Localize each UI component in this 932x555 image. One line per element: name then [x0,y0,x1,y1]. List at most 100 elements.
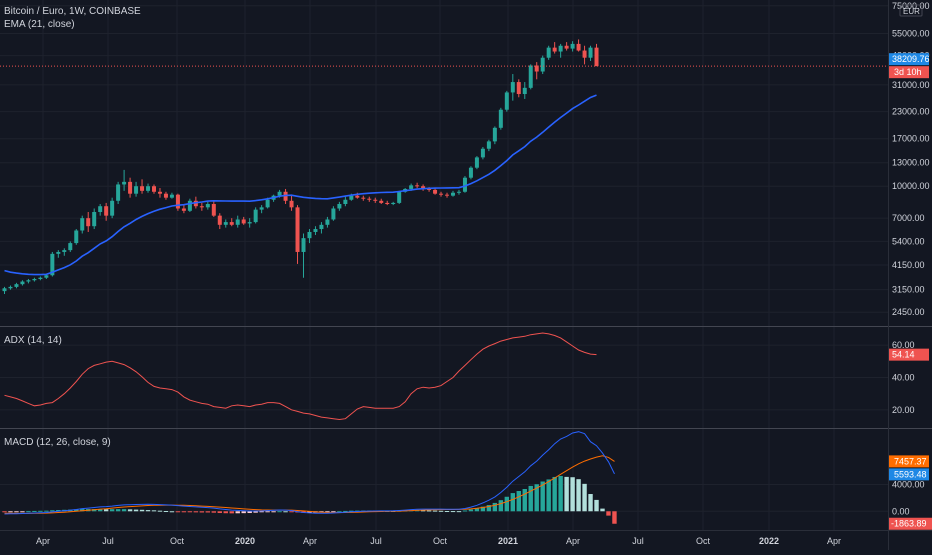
candle-body [146,186,151,191]
macd-histogram-bar [462,510,468,512]
adx-indicator-label[interactable]: ADX (14, 14) [4,335,62,346]
time-axis-label: 2022 [759,536,779,546]
time-axis-label: Apr [303,536,317,546]
candle-body [427,188,432,190]
macd-histogram-bar [468,509,474,512]
grid-lines [0,0,888,530]
candle-body [516,82,521,95]
macd-histogram-bar [349,510,354,512]
macd-histogram-bar [169,511,175,513]
macd-histogram-bar [151,510,157,512]
symbol-title[interactable]: Bitcoin / Euro, 1W, COINBASE [4,6,141,17]
price-scale-label: 55000.00 [892,29,930,39]
candle-body [92,211,97,227]
macd-histogram-bar [175,511,181,513]
candle-body [163,193,168,198]
price-scale-label: 23000.00 [892,107,930,117]
time-axis-label: Oct [433,536,448,546]
ema-indicator-label[interactable]: EMA (21, close) [4,19,75,30]
macd-histogram [2,475,617,524]
macd-histogram-bar [582,483,587,512]
candle-body [492,127,497,142]
candle-body [367,198,372,200]
time-axis-label: 2021 [498,536,518,546]
candle-body [582,50,587,58]
candle-body [253,209,258,223]
time-axis-label: Jul [370,536,382,546]
price-scale-label: 17000.00 [892,134,930,144]
macd-histogram-bar [181,511,187,513]
macd-histogram-bar [510,493,515,512]
candle-body [283,191,288,201]
candle-body [343,199,348,205]
macd-histogram-bar [343,510,348,512]
macd-hist-tag: -1863.89 [891,519,927,529]
time-axis-label: Apr [36,536,50,546]
candle-body [8,286,13,289]
candle-body [259,207,264,210]
candle-body [355,195,360,198]
candle-body [187,200,192,211]
macd-histogram-bar [50,510,55,512]
candle-body [462,177,467,192]
macd-histogram-bar [325,511,330,513]
candle-body [86,218,91,227]
macd-histogram-bar [516,491,521,512]
macd-histogram-bar [570,477,575,512]
candle-body [229,222,234,225]
candle-body [546,47,551,58]
price-scale-label: 75000.00 [892,1,930,11]
candle-body [152,186,156,192]
candle-body [14,284,19,287]
macd-indicator-label[interactable]: MACD (12, 26, close, 9) [4,437,111,448]
countdown-tag-bg [889,66,929,79]
macd-scale-label: 4000.00 [892,480,925,490]
macd-histogram-bar [2,511,7,513]
macd-hist-tag-bg [889,517,932,530]
candle-body [301,238,306,252]
macd-histogram-bar [115,509,121,512]
macd-histogram-bar [187,511,193,513]
macd-histogram-bar [229,511,234,514]
macd-histogram-bar [145,510,151,512]
macd-histogram-bar [56,510,61,512]
macd-line [4,431,615,515]
candle-body [277,191,282,196]
macd-histogram-bar [432,510,438,512]
adx-value-tag: 54.14 [892,350,915,360]
candle-body [391,202,396,205]
macd-histogram-bar [241,511,246,514]
candle-body [62,250,67,252]
macd-histogram-bar [235,511,240,514]
candle-body [361,197,366,199]
candle-body [397,191,402,203]
macd-histogram-bar [277,511,282,513]
candle-body [44,275,49,278]
macd-histogram-bar [588,494,593,512]
macd-histogram-bar [103,509,109,512]
candle-body [409,185,414,189]
candle-body [528,65,533,88]
candle-body [313,229,318,232]
candle-body [122,181,127,185]
macd-histogram-bar [606,511,611,516]
candle-body [379,200,384,203]
candle-body [570,43,575,49]
price-scale-label: 7000.00 [892,213,925,223]
candle-body [325,219,330,225]
candle-body [433,189,438,194]
macd-histogram-bar [26,511,31,513]
candle-body [175,194,180,209]
candle-body [445,194,450,196]
macd-signal-line [4,455,615,514]
main-pane-legend: Bitcoin / Euro, 1W, COINBASE EMA (21, cl… [4,5,141,31]
candle-body [134,186,139,194]
candles [2,39,599,295]
candle-body [74,230,79,244]
candle-body [349,195,354,200]
price-scale-label: 10000.00 [892,181,930,191]
macd-value-tag: 5593.48 [894,469,927,479]
candle-body [295,207,300,252]
